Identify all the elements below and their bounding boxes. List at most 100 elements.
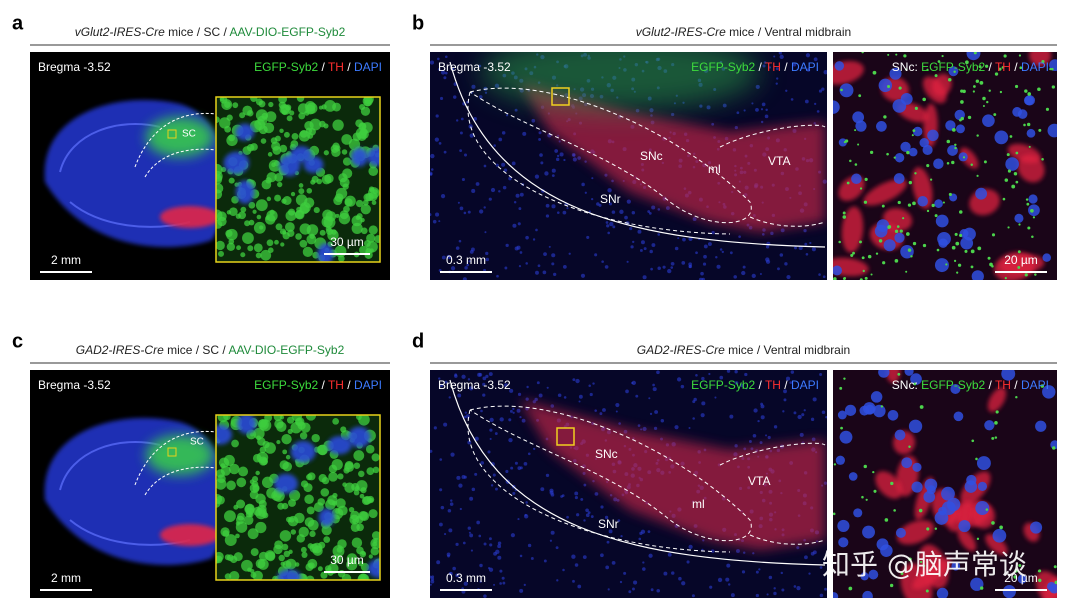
dapi-dot [483, 542, 487, 546]
dapi-dot [811, 437, 816, 442]
green-puncta [291, 132, 299, 140]
green-puncta [962, 156, 966, 159]
dapi-dot [517, 518, 520, 521]
green-puncta [1003, 54, 1007, 58]
green-puncta [970, 163, 973, 166]
dapi-dot [454, 373, 458, 377]
green-puncta [842, 211, 846, 215]
dapi-dot [518, 207, 522, 211]
dapi-dot [574, 491, 579, 496]
dapi-dot [438, 220, 441, 223]
dapi-dot [618, 422, 621, 425]
green-puncta [880, 405, 884, 408]
green-puncta [912, 129, 916, 132]
dapi-dot [607, 231, 611, 235]
green-puncta [250, 548, 259, 557]
green-puncta [261, 476, 274, 489]
dapi-dot [443, 532, 447, 536]
green-puncta [360, 574, 366, 580]
green-puncta [353, 450, 365, 461]
green-puncta [286, 416, 295, 424]
green-puncta [867, 254, 872, 259]
green-puncta [257, 558, 269, 570]
brain-edge [449, 379, 826, 566]
green-puncta [235, 533, 240, 539]
legend-entry: TH [328, 378, 344, 392]
dapi-dot [566, 207, 569, 210]
dapi-dot [501, 162, 506, 167]
green-puncta [332, 492, 338, 499]
green-puncta [344, 460, 354, 470]
dapi-dot [648, 553, 653, 558]
green-puncta [338, 173, 348, 183]
nucleus [279, 154, 301, 177]
dapi-dot [545, 214, 550, 218]
green-puncta [324, 173, 334, 184]
green-puncta [268, 101, 274, 108]
green-puncta [300, 480, 309, 488]
dapi-dot [708, 372, 711, 376]
green-puncta [235, 213, 241, 219]
dapi-dot [533, 447, 536, 451]
green-puncta [223, 415, 231, 421]
dapi-dot [681, 261, 686, 265]
dapi-dot [803, 229, 807, 233]
green-puncta [231, 196, 239, 204]
dapi-dot [781, 588, 785, 592]
channel-legend: EGFP-Syb2 / TH / DAPI [254, 60, 382, 74]
header-segment: AAV-DIO-EGFP-Syb2 [228, 343, 344, 357]
dapi-dot [508, 418, 512, 422]
dapi-dot [551, 253, 556, 258]
green-puncta [857, 143, 860, 146]
th-cell [875, 471, 903, 499]
green-puncta [371, 200, 377, 206]
dapi-dot [556, 211, 560, 214]
region-outline [467, 405, 826, 553]
dapi-dot [728, 583, 731, 586]
green-puncta [247, 567, 252, 572]
dapi-dot [441, 255, 446, 260]
green-puncta [906, 150, 910, 155]
dapi-dot [790, 98, 794, 101]
green-puncta [281, 502, 289, 510]
dapi-dot [639, 249, 643, 252]
dapi-dot [637, 424, 641, 427]
green-puncta [910, 255, 913, 258]
dapi-dot [443, 422, 448, 427]
dapi-dot [643, 247, 647, 251]
dapi-dot [479, 209, 484, 214]
nucleus [951, 561, 961, 571]
nucleus [941, 486, 955, 501]
dapi-dot [499, 569, 503, 573]
green-puncta [883, 115, 887, 119]
dapi-dot [568, 252, 571, 255]
green-puncta [988, 89, 991, 92]
dapi-dot [532, 238, 536, 241]
dapi-dot [450, 266, 456, 271]
panel-header: vGlut2-IRES-Cre mice / SC / AAV-DIO-EGFP… [75, 25, 346, 39]
green-puncta [914, 106, 918, 110]
micrograph [430, 52, 827, 280]
dapi-dot [440, 70, 446, 75]
dapi-dot [501, 131, 506, 135]
region-label: VTA [748, 474, 770, 488]
dapi-dot [509, 409, 513, 413]
green-puncta [297, 103, 309, 115]
dapi-dot [559, 152, 564, 157]
green-puncta [1014, 569, 1018, 573]
dapi-dot [480, 461, 485, 465]
green-puncta [985, 508, 989, 511]
legend-entry: EGFP-Syb2 [691, 378, 755, 392]
dapi-dot [572, 378, 576, 382]
green-puncta [1037, 569, 1041, 573]
nucleus [976, 456, 991, 471]
dapi-dot [809, 241, 812, 245]
dapi-dot [578, 394, 583, 399]
dapi-dot [489, 543, 493, 547]
green-puncta [886, 152, 889, 156]
dapi-dot [626, 260, 629, 263]
dapi-dot [512, 411, 515, 414]
green-puncta [331, 147, 341, 158]
th-signal [520, 82, 825, 232]
green-puncta [236, 515, 245, 525]
